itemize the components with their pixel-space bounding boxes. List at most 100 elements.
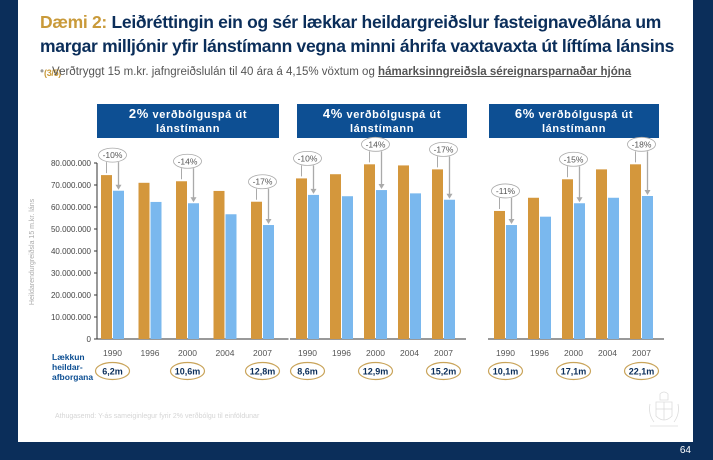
x-tick-label: 2000	[564, 348, 583, 358]
y-tick-label: 10.000.000	[51, 313, 92, 322]
arrow-down-icon	[378, 184, 385, 190]
x-tick-label: 2007	[632, 348, 651, 358]
bar-after	[540, 216, 551, 339]
chart-header-4pct: 4% verðbólguspá út lánstímann	[297, 104, 467, 138]
y-tick-label: 20.000.000	[51, 291, 92, 300]
reduction-oval	[244, 361, 281, 381]
arrow-down-icon	[644, 190, 651, 195]
x-tick-label: 2000	[178, 348, 197, 358]
x-tick-label: 2000	[366, 348, 385, 358]
y-axis-label: Heildarendurgreiðsla 15 m.kr. láns	[28, 198, 36, 305]
arrow-down-icon	[265, 219, 272, 225]
chart-header-line2: lánstímann	[349, 123, 415, 135]
annotation-label: -11%	[496, 186, 516, 196]
reduction-value: 15,2m	[431, 367, 457, 377]
reduction-value: 8,6m	[297, 367, 318, 377]
bar-before	[251, 201, 262, 339]
reduction-value: 17,1m	[561, 367, 587, 377]
arrow-down-icon	[576, 197, 583, 203]
bar-after	[308, 194, 319, 339]
annotation-label: -15%	[564, 154, 584, 164]
bar-before	[562, 179, 573, 339]
x-tick-label: 1990	[103, 348, 122, 358]
annotation-label: -10%	[103, 150, 123, 160]
chart-header-pct: 2%	[128, 106, 149, 121]
chart-header-6pct: 6% verðbólguspá út lánstímann	[489, 104, 659, 138]
annotation-label: -10%	[298, 153, 318, 163]
footnote: Athugasemd: Y-ás sameiginlegur fyrir 2% …	[55, 413, 260, 420]
page-number: 64	[679, 445, 691, 456]
annotation-label: -17%	[253, 177, 273, 187]
bar-after	[150, 201, 162, 339]
bar-before	[432, 169, 443, 339]
annotation-label: -18%	[632, 139, 652, 149]
y-tick-label: 40.000.000	[51, 247, 92, 256]
reduction-value: 22,1m	[629, 367, 655, 377]
bar-before	[296, 178, 307, 339]
x-tick-label: 1990	[496, 348, 515, 358]
reduction-oval	[555, 361, 592, 381]
bar-after	[225, 214, 237, 339]
bar-before	[101, 175, 112, 339]
arrow-down-icon	[310, 188, 317, 194]
annotation-oval	[491, 183, 520, 199]
chart-header-line2: lánstímann	[541, 123, 607, 135]
reduction-value: 12,8m	[250, 367, 276, 377]
slide-title: Dæmi 2: Leiðréttingin ein og sér lækkar …	[40, 10, 690, 85]
bar-before	[630, 164, 641, 339]
y-tick-label: 70.000.000	[51, 181, 92, 190]
reduction-oval	[289, 361, 326, 381]
bar-after	[642, 196, 653, 339]
bar-after	[574, 203, 585, 339]
footer-band	[0, 442, 713, 460]
x-tick-label: 2007	[434, 348, 453, 358]
bar-before	[330, 174, 341, 339]
bullet-emphasis: hámarksinngreiðsla séreignarsparnaðar hj…	[378, 66, 632, 78]
bar-before	[364, 164, 375, 339]
bullet-point: • Verðtryggt 15 m.kr. jafngreiðslulán til…	[40, 66, 631, 78]
bar-before	[596, 169, 607, 339]
bar-after	[410, 193, 421, 339]
title-pager: (3/5)	[44, 68, 62, 78]
bar-before	[398, 165, 409, 339]
y-tick-label: 80.000.000	[51, 159, 92, 168]
reduction-oval	[357, 361, 394, 381]
chart-header-2pct: 2% verðbólguspá út lánstímann	[97, 104, 279, 138]
reduction-label-line: heildar-	[52, 362, 83, 372]
chart-header-rest: verðbólguspá út	[152, 109, 248, 121]
bar-before	[528, 197, 539, 339]
chart-header-line2: lánstímann	[155, 123, 221, 135]
title-prefix: Dæmi 2:	[40, 12, 107, 32]
annotation-oval	[248, 174, 277, 190]
bar-before	[213, 190, 225, 339]
x-tick-label: 2004	[598, 348, 617, 358]
arrow-down-icon	[190, 197, 197, 203]
annotation-label: -14%	[366, 139, 386, 149]
annotation-oval	[627, 136, 656, 152]
x-tick-label: 1996	[332, 348, 351, 358]
bar-after	[188, 203, 199, 339]
annotation-label: -14%	[178, 156, 198, 166]
bar-before	[494, 210, 505, 339]
reduction-value: 10,6m	[175, 367, 201, 377]
reduction-label-line: afborgana	[52, 372, 94, 382]
coat-of-arms-icon	[649, 391, 679, 427]
reduction-oval	[169, 361, 206, 381]
bar-after	[506, 225, 517, 339]
reduction-value: 6,2m	[102, 367, 123, 377]
x-tick-label: 2007	[253, 348, 272, 358]
left-frame-bar	[0, 0, 18, 460]
reduction-label-line: Lækkun	[52, 352, 85, 362]
x-tick-label: 1996	[141, 348, 160, 358]
reduction-oval	[425, 361, 462, 381]
annotation-oval	[98, 147, 127, 163]
reduction-value: 10,1m	[493, 367, 519, 377]
reduction-oval	[623, 361, 660, 381]
annotation-oval	[429, 141, 458, 157]
x-tick-label: 2004	[216, 348, 235, 358]
bar-before	[176, 181, 187, 339]
y-tick-label: 30.000.000	[51, 269, 92, 278]
chart-header-rest: verðbólguspá út	[538, 109, 634, 121]
bar-after	[444, 199, 455, 339]
bullet-dot-icon: •	[40, 66, 45, 78]
